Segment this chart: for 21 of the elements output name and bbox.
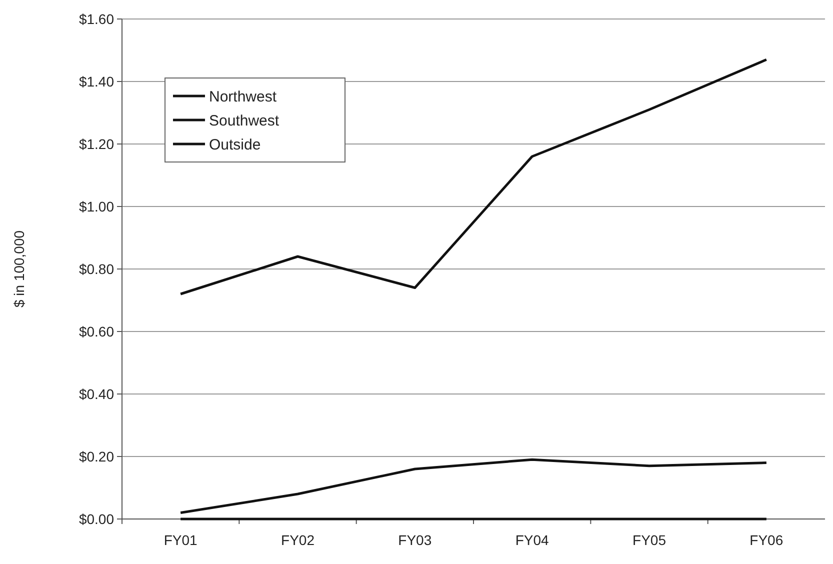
y-tick-label: $1.20 bbox=[78, 136, 114, 152]
y-tick-label: $0.80 bbox=[78, 260, 114, 277]
legend-label: Northwest bbox=[209, 88, 278, 106]
x-tick-label: FY01 bbox=[164, 532, 198, 548]
y-axis-title: $ in 100,000 bbox=[11, 230, 27, 308]
y-tick-label: $1.60 bbox=[78, 10, 114, 27]
x-tick-label: FY03 bbox=[398, 532, 432, 548]
y-tick-label: $0.00 bbox=[78, 510, 114, 527]
x-tick-label: FY05 bbox=[632, 532, 666, 548]
y-tick-label: $1.40 bbox=[78, 73, 114, 90]
line-series bbox=[179, 58, 768, 296]
x-tick-label: FY06 bbox=[750, 532, 784, 548]
y-tick-label: $0.20 bbox=[78, 448, 114, 464]
legend-label: Outside bbox=[209, 136, 261, 154]
legend-label: Southwest bbox=[209, 112, 280, 130]
x-tick-label: FY04 bbox=[515, 532, 550, 548]
line-series bbox=[179, 458, 768, 514]
y-tick-label: $0.60 bbox=[78, 323, 114, 340]
y-tick-label: $1.00 bbox=[78, 198, 114, 214]
y-tick-label: $0.40 bbox=[78, 386, 114, 402]
x-tick-label: FY02 bbox=[281, 532, 315, 548]
